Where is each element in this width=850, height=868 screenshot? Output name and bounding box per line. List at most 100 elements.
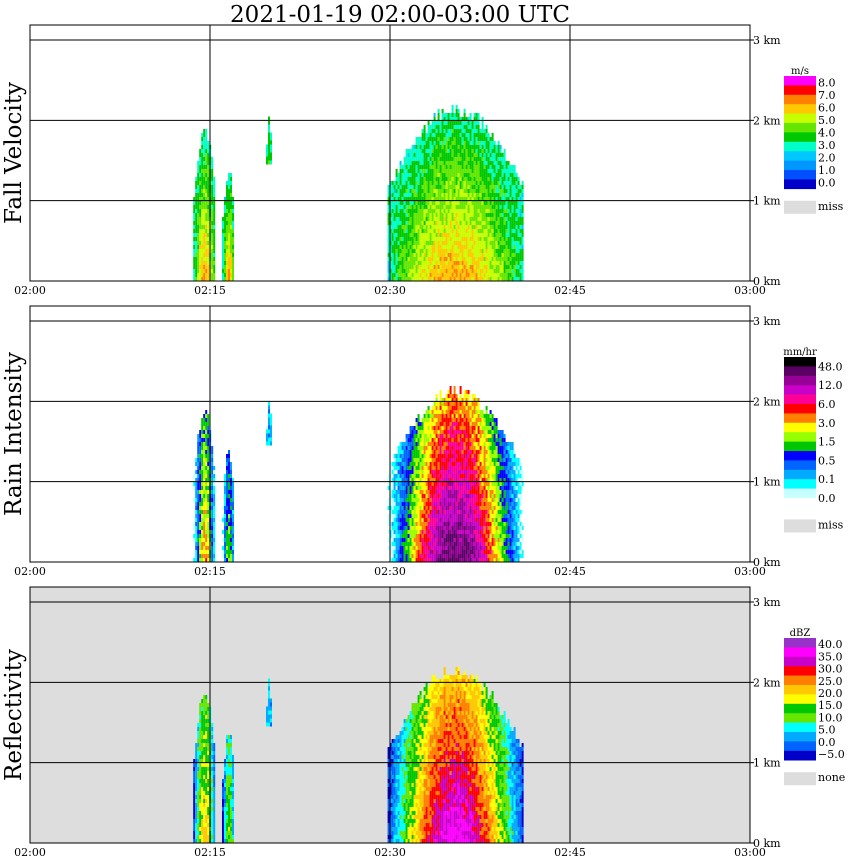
echo-cell: [232, 241, 234, 245]
echo-cell: [481, 121, 484, 125]
echo-cell: [197, 265, 200, 269]
echo-cell: [473, 185, 476, 189]
echo-cell: [485, 145, 488, 149]
echo-cell: [405, 438, 408, 442]
echo-cell: [517, 277, 520, 281]
echo-cell: [389, 538, 392, 542]
echo-cell: [461, 486, 464, 490]
echo-cell: [211, 205, 214, 209]
echo-cell: [433, 137, 436, 141]
echo-cell: [491, 237, 494, 241]
echo-cell: [449, 117, 452, 121]
echo-cell: [453, 514, 456, 518]
echo-cell: [455, 233, 458, 237]
echo-cell: [423, 474, 426, 478]
echo-cell: [453, 410, 456, 414]
echo-cell: [203, 554, 206, 558]
echo-cell: [503, 273, 506, 277]
echo-cell: [443, 213, 446, 217]
echo-cell: [195, 249, 198, 253]
echo-cell: [453, 161, 456, 165]
echo-cell: [457, 490, 460, 494]
echo-cell: [415, 233, 418, 237]
echo-cell: [437, 277, 440, 281]
echo-cell: [195, 197, 198, 201]
echo-cell: [427, 249, 430, 253]
echo-cell: [501, 173, 504, 177]
echo-cell: [409, 161, 412, 165]
echo-cell: [417, 542, 420, 546]
echo-cell: [427, 277, 430, 281]
echo-cell: [457, 157, 460, 161]
echo-cell: [451, 482, 454, 486]
echo-cell: [433, 410, 436, 414]
echo-cell: [203, 434, 206, 438]
echo-cell: [463, 237, 466, 241]
echo-cell: [387, 490, 390, 494]
echo-cell: [421, 498, 424, 502]
echo-cell: [477, 157, 480, 161]
echo-cell: [465, 462, 468, 466]
echo-cell: [433, 249, 436, 253]
echo-cell: [499, 177, 502, 181]
echo-cell: [399, 213, 402, 217]
echo-cell: [222, 546, 224, 550]
echo-cell: [197, 446, 200, 450]
echo-cell: [417, 181, 420, 185]
echo-cell: [461, 209, 464, 213]
echo-cell: [435, 546, 438, 550]
echo-cell: [203, 129, 206, 133]
echo-cell: [391, 221, 394, 225]
echo-cell: [197, 261, 200, 265]
echo-cell: [193, 554, 196, 558]
echo-cell: [230, 522, 232, 526]
echo-cell: [461, 233, 464, 237]
echo-cell: [203, 486, 206, 490]
echo-cell: [449, 514, 452, 518]
echo-cell: [401, 550, 404, 554]
echo-cell: [451, 518, 454, 522]
echo-cell: [471, 185, 474, 189]
echo-cell: [451, 394, 454, 398]
echo-cell: [485, 181, 488, 185]
echo-cell: [479, 237, 482, 241]
echo-cell: [393, 237, 396, 241]
echo-cell: [401, 498, 404, 502]
echo-cell: [211, 542, 214, 546]
echo-cell: [407, 554, 410, 558]
echo-cell: [511, 209, 514, 213]
echo-cell: [407, 213, 410, 217]
echo-cell: [455, 193, 458, 197]
echo-cell: [211, 538, 214, 542]
echo-cell: [427, 125, 430, 129]
echo-cell: [445, 157, 448, 161]
echo-cell: [199, 205, 202, 209]
echo-cell: [417, 241, 420, 245]
echo-cell: [423, 418, 426, 422]
echo-cell: [471, 265, 474, 269]
echo-cell: [455, 394, 458, 398]
echo-cell: [511, 277, 514, 281]
echo-cell: [425, 442, 428, 446]
echo-cell: [201, 205, 204, 209]
echo-cell: [405, 225, 408, 229]
echo-cell: [401, 229, 404, 233]
echo-cell: [425, 410, 428, 414]
echo-cell: [507, 237, 510, 241]
echo-cell: [205, 193, 208, 197]
echo-cell: [483, 269, 486, 273]
echo-cell: [423, 502, 426, 506]
echo-cell: [232, 253, 234, 257]
echo-cell: [411, 502, 414, 506]
echo-cell: [503, 217, 506, 221]
echo-cell: [429, 542, 432, 546]
echo-cell: [479, 193, 482, 197]
echo-cell: [199, 482, 202, 486]
echo-cell: [429, 474, 432, 478]
echo-cell: [195, 189, 198, 193]
echo-cell: [417, 458, 420, 462]
echo-cell: [211, 494, 214, 498]
echo-cell: [479, 181, 482, 185]
echo-cell: [427, 498, 430, 502]
echo-cell: [493, 165, 496, 169]
